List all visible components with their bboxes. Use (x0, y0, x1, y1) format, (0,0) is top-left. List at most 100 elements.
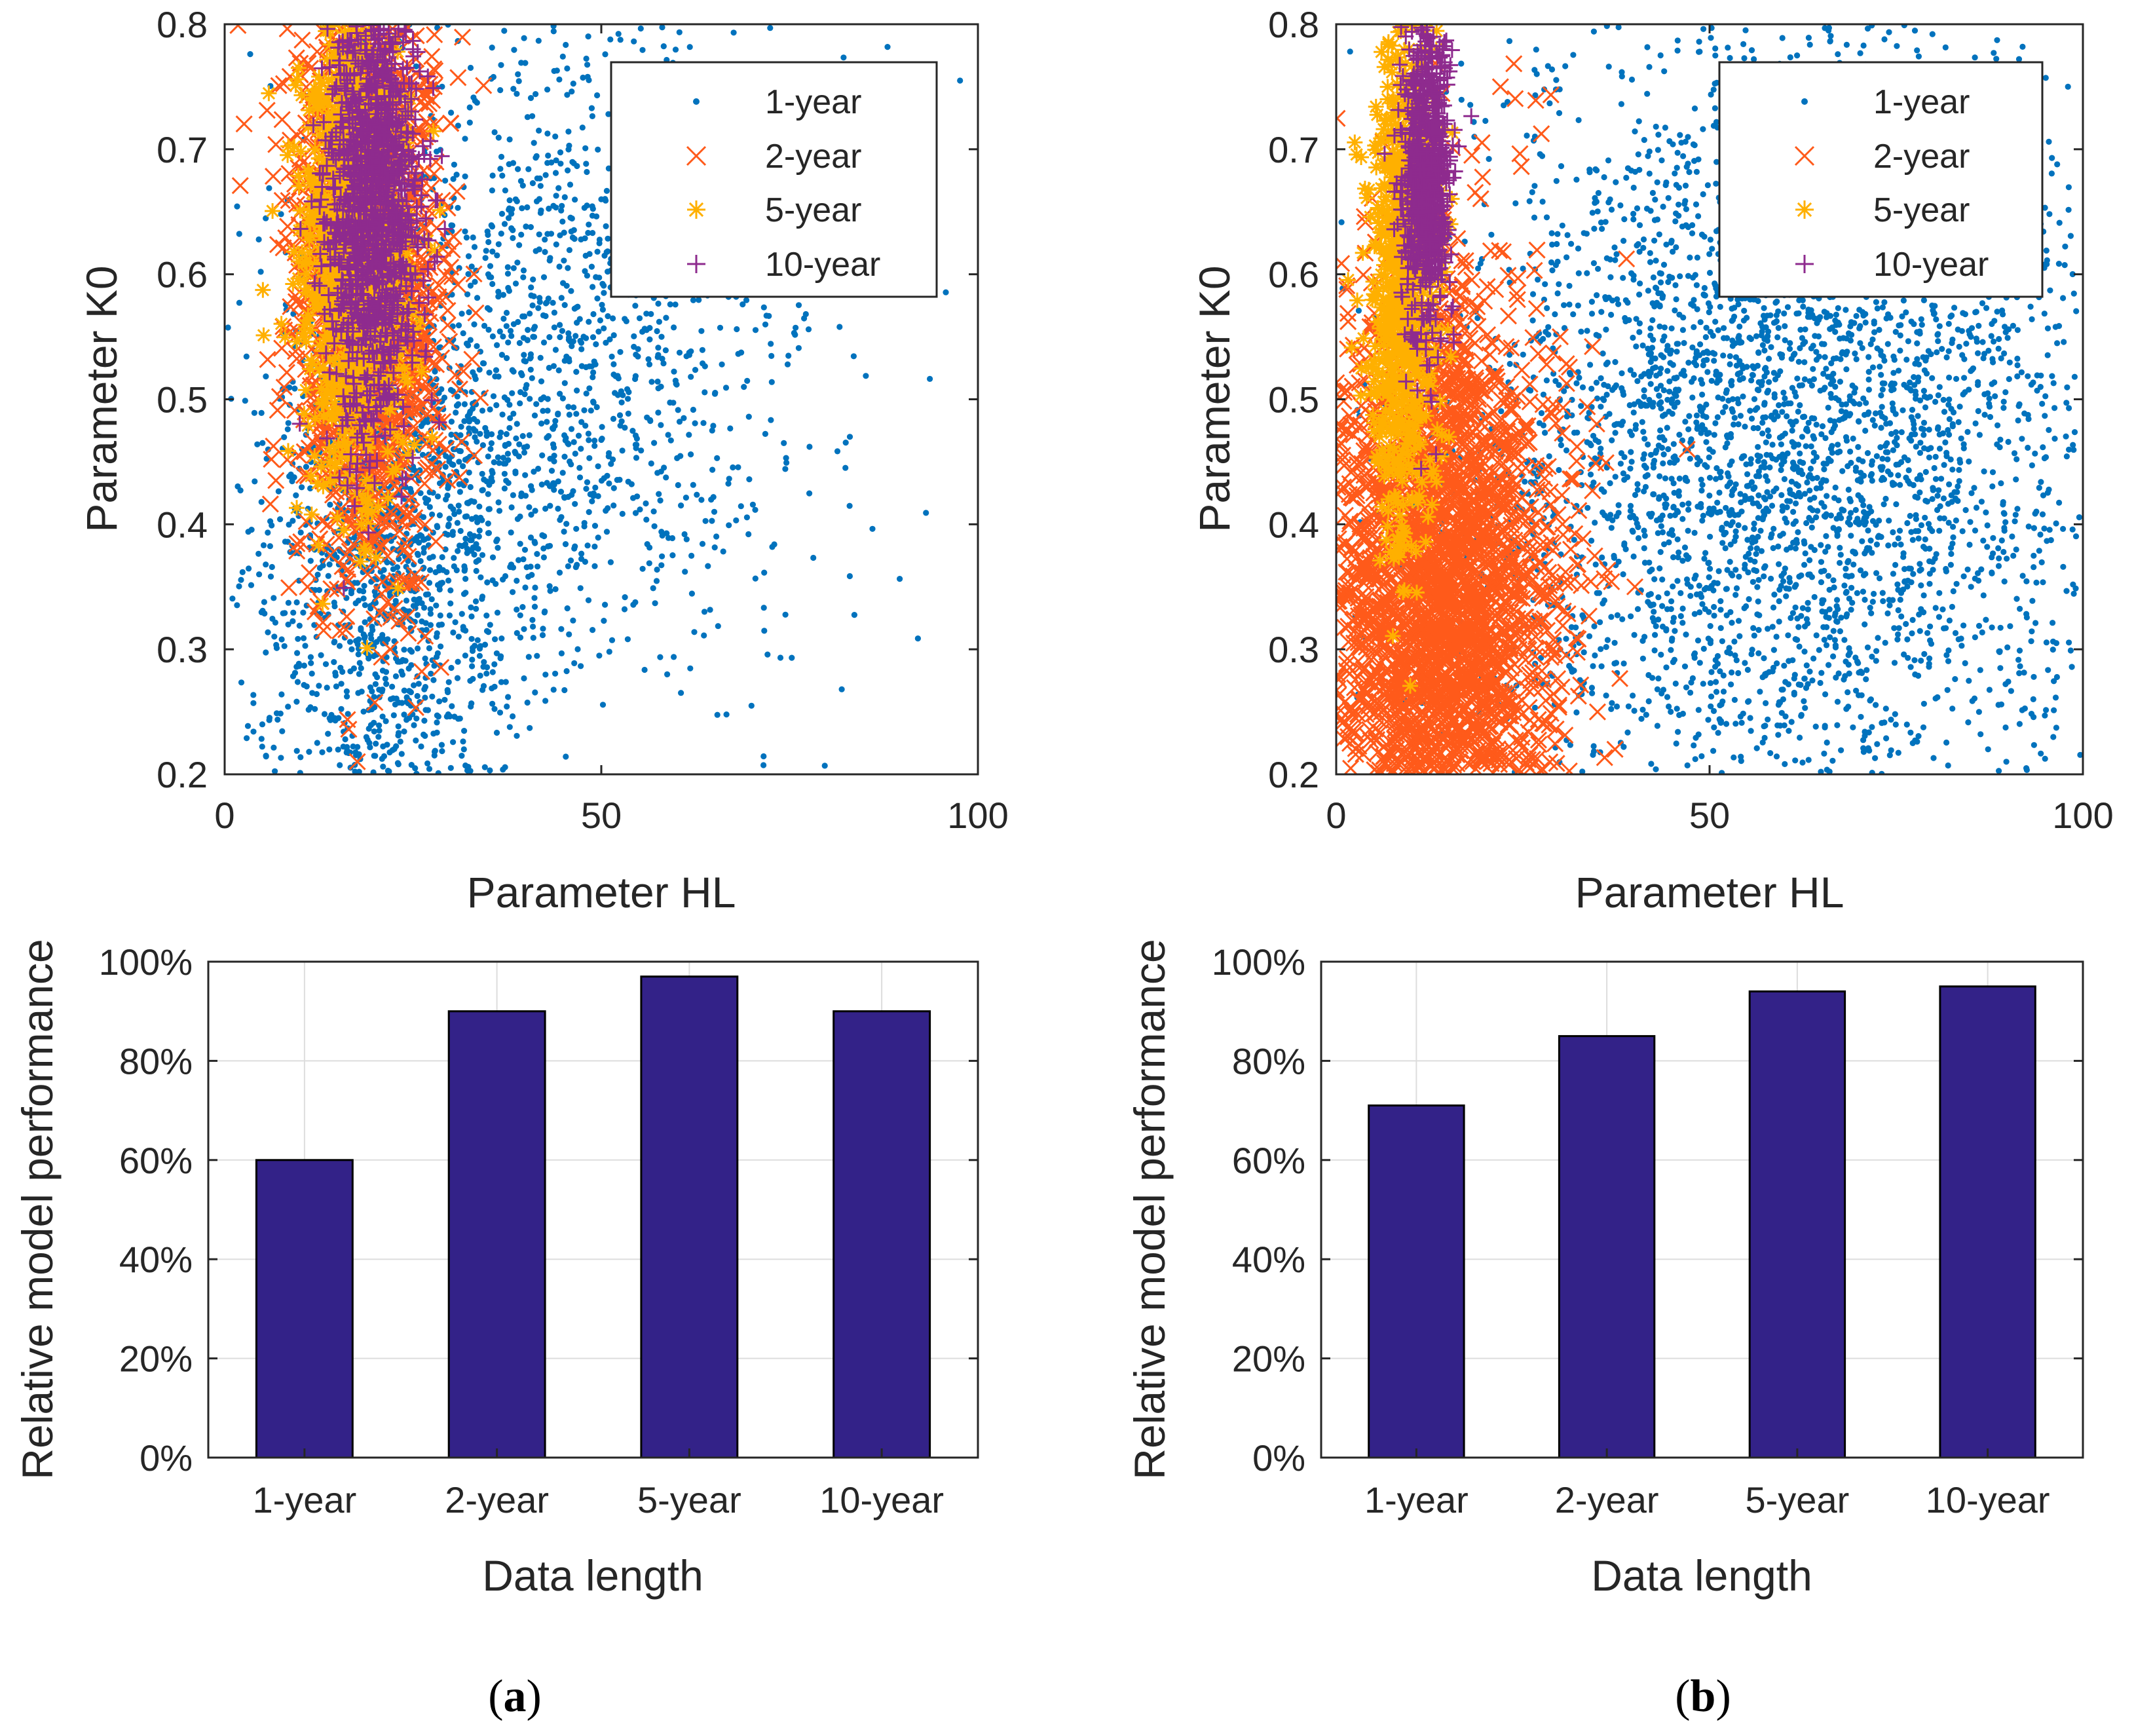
scatter-point (331, 659, 337, 666)
scatter-point (540, 312, 547, 318)
scatter-point (639, 328, 646, 335)
scatter-point (325, 730, 331, 737)
scatter-point (380, 743, 386, 749)
scatter-point (547, 502, 553, 509)
scatter-point (660, 360, 667, 367)
scatter-point (578, 419, 585, 425)
scatter-point (542, 172, 549, 178)
scatter-point (527, 725, 533, 731)
scatter-point (468, 604, 474, 611)
scatter-point (489, 554, 496, 561)
scatter-point (727, 425, 734, 432)
scatter-point (617, 349, 624, 355)
scatter-point (449, 531, 456, 538)
scatter-point (610, 332, 617, 339)
scatter-point (238, 576, 244, 583)
scatter-point (454, 393, 460, 400)
scatter-point (508, 333, 515, 339)
scatter-point (489, 223, 496, 230)
scatter-point (810, 554, 817, 561)
scatter-point (761, 628, 768, 634)
scatter-point (544, 86, 551, 93)
scatter-point (785, 352, 792, 359)
scatter-point (457, 715, 463, 722)
scatter-point (586, 318, 592, 325)
scatter-point (267, 136, 285, 153)
scatter-point (471, 244, 478, 250)
scatter-point (514, 90, 520, 97)
scatter-point (447, 764, 454, 771)
scatter-point (840, 54, 847, 61)
scatter-point (504, 355, 510, 362)
scatter-point (467, 337, 474, 343)
scatter-point (301, 662, 307, 669)
scatter-point (371, 728, 377, 735)
scatter-point (457, 527, 464, 535)
scatter-point (441, 696, 448, 703)
scatter-point (622, 425, 628, 431)
scatter-point (510, 713, 516, 720)
scatter-point (529, 572, 535, 578)
scatter-point (552, 670, 559, 677)
scatter-point (702, 389, 708, 396)
scatter-point (599, 301, 605, 308)
scatter-point (749, 501, 756, 508)
scatter-point (558, 207, 565, 214)
scatter-point (259, 440, 266, 446)
scatter-point (561, 229, 567, 236)
scatter-point (550, 480, 557, 487)
scatter-point (451, 511, 458, 518)
scatter-point (380, 763, 386, 770)
scatter-point (551, 487, 557, 493)
scatter-point (294, 650, 301, 656)
scatter-point (352, 600, 359, 607)
scatter-point (400, 537, 407, 544)
scatter-point (455, 322, 462, 329)
scatter-point (571, 545, 578, 552)
scatter-point (572, 564, 579, 571)
scatter-point (321, 711, 328, 717)
scatter-point (591, 543, 598, 550)
scatter-point (519, 372, 525, 379)
scatter-point (547, 255, 553, 261)
scatter-point (352, 554, 369, 570)
scatter-point (585, 229, 591, 236)
scatter-point (524, 699, 531, 706)
scatter-point (745, 413, 752, 420)
scatter-point (584, 273, 591, 279)
scatter-point (505, 694, 512, 700)
scatter-point (733, 517, 740, 524)
scatter-point (427, 606, 434, 613)
scatter-point (234, 602, 240, 609)
scatter-point (476, 503, 483, 510)
scatter-point (565, 128, 572, 135)
scatter-point (485, 326, 492, 333)
scatter-point (506, 197, 513, 204)
scatter-point (558, 514, 565, 520)
scatter-point (455, 548, 461, 554)
scatter-point (521, 352, 527, 358)
scatter-point (559, 328, 566, 334)
scatter-point (517, 612, 523, 618)
scatter-point (417, 490, 424, 497)
scatter-point (610, 456, 616, 463)
scatter-point (515, 318, 521, 326)
scatter-point (234, 203, 240, 210)
scatter-point (699, 347, 705, 353)
scatter-point (540, 626, 546, 632)
scatter-point (762, 321, 769, 328)
scatter-point (593, 213, 600, 219)
scatter-point (352, 749, 359, 755)
scatter-point (316, 587, 322, 594)
scatter-point (631, 343, 637, 350)
scatter-point (466, 309, 472, 316)
scatter-point (273, 111, 291, 128)
scatter-point (522, 358, 529, 365)
scatter-point (265, 629, 271, 635)
scatter-point (630, 495, 637, 501)
scatter-point (455, 401, 462, 407)
scatter-point (290, 518, 296, 524)
scatter-point (386, 768, 392, 774)
scatter-point (293, 599, 300, 606)
scatter-point (584, 62, 591, 68)
